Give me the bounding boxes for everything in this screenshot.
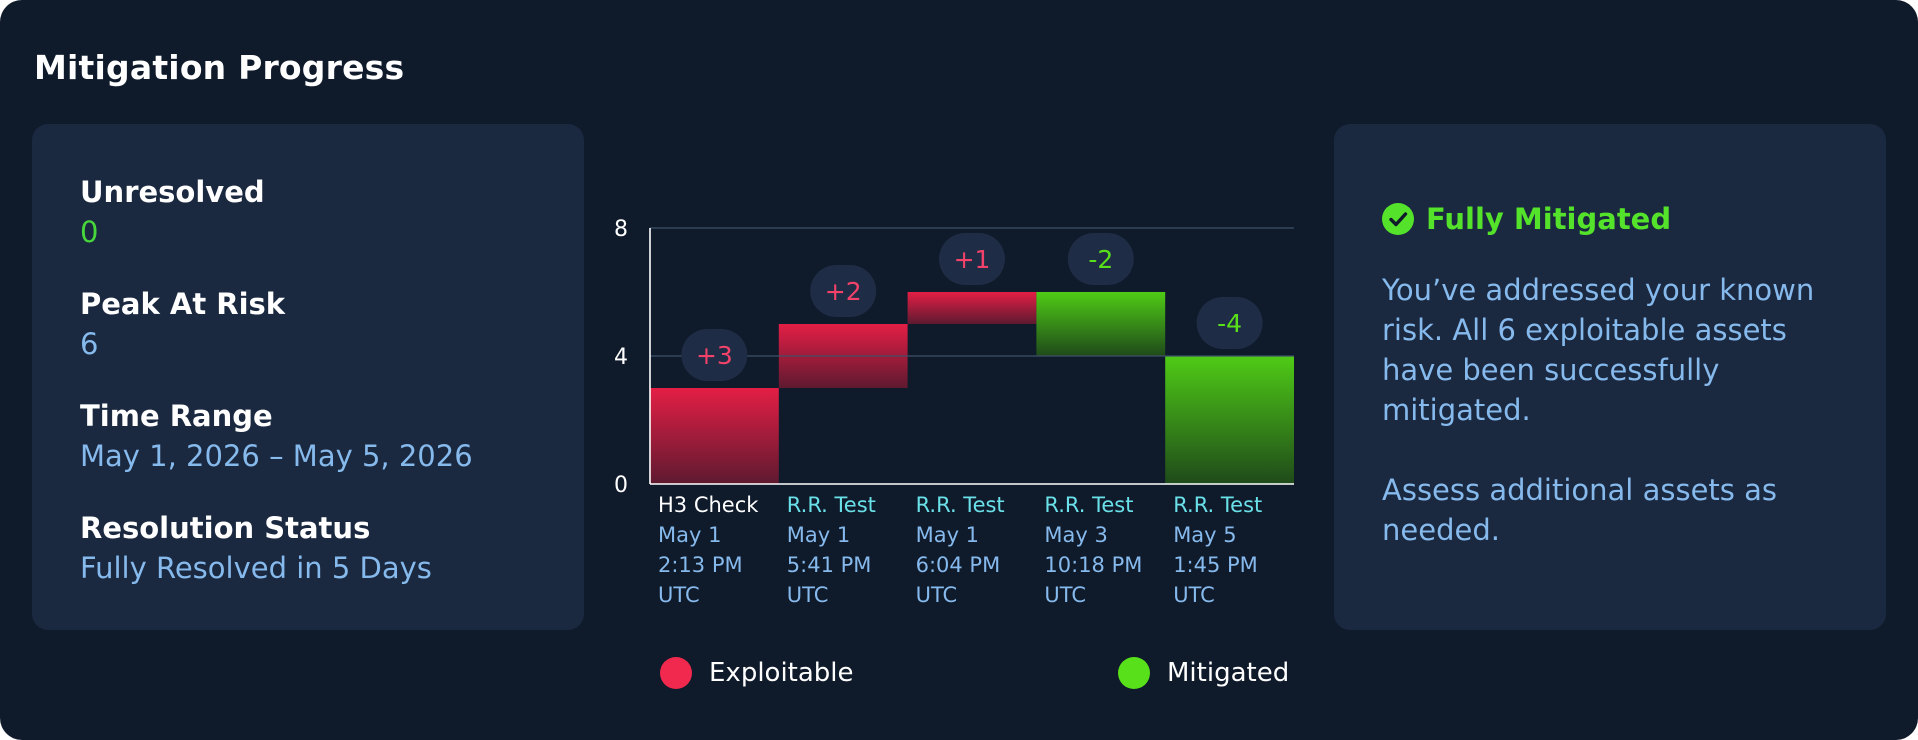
category-time: 10:18 PM [1044,553,1142,577]
category-timezone: UTC [1044,583,1086,607]
category-timezone: UTC [1173,583,1215,607]
stat-label: Time Range [80,399,273,433]
delta-label: +2 [825,277,862,306]
stat-value: Fully Resolved in 5 Days [80,551,432,585]
status-title: Fully Mitigated [1426,202,1672,236]
stat-label: Resolution Status [80,511,371,545]
stat-label: Peak At Risk [80,287,286,321]
legend-item-mitigated: Mitigated [1118,657,1289,689]
y-tick-label: 0 [614,473,628,498]
status-panel: Fully Mitigated You’ve addressed your kn… [1334,124,1886,630]
legend-item-exploitable: Exploitable [660,657,854,689]
exploitable-swatch [660,657,692,689]
category-time: 6:04 PM [916,553,1001,577]
category-timezone: UTC [787,583,829,607]
legend-label: Exploitable [709,658,854,688]
category-date: May 1 [787,523,850,547]
status-description: You’ve addressed your known risk. All 6 … [1382,273,1815,427]
status-heading: Fully Mitigated [1382,202,1671,236]
category-name: H3 Check [658,493,759,517]
category-date: May 3 [1044,523,1107,547]
stat-time-range: Time Range May 1, 2026 – May 5, 2026 [80,398,473,476]
delta-pill [810,265,877,317]
delta-pill [1067,233,1134,285]
waterfall-bar [907,292,1037,324]
stat-resolution-status: Resolution Status Fully Resolved in 5 Da… [80,510,432,588]
category-time: 1:45 PM [1173,553,1258,577]
delta-label: +3 [696,341,733,370]
card-title: Mitigation Progress [34,48,405,87]
delta-label: +1 [954,245,991,274]
legend-label: Mitigated [1167,658,1290,688]
stat-value: 0 [80,215,99,249]
waterfall-bar [1036,292,1166,356]
delta-pill [1196,297,1263,349]
stat-label: Unresolved [80,175,265,209]
category-name: R.R. Test [787,493,876,517]
status-note: Assess additional assets as needed. [1382,473,1777,547]
waterfall-bar [650,388,779,484]
category-time: 2:13 PM [658,553,743,577]
category-name: R.R. Test [916,493,1005,517]
mitigated-swatch [1118,657,1150,689]
category-date: May 1 [916,523,979,547]
category-date: May 1 [658,523,721,547]
category-time: 5:41 PM [787,553,872,577]
delta-label: -4 [1217,309,1242,338]
stat-unresolved: Unresolved 0 [80,174,265,252]
delta-label: -2 [1088,245,1113,274]
delta-pill [939,233,1005,285]
stat-peak-at-risk: Peak At Risk 6 [80,286,285,364]
category-date: May 5 [1173,523,1236,547]
waterfall-bar [1165,356,1294,484]
y-tick-label: 8 [614,217,628,242]
stat-value: 6 [80,327,99,361]
category-name: R.R. Test [1044,493,1133,517]
y-tick-label: 4 [614,345,628,370]
summary-panel: Unresolved 0 Peak At Risk 6 Time Range M… [32,124,584,630]
category-timezone: UTC [658,583,700,607]
category-timezone: UTC [916,583,958,607]
delta-pill [681,329,748,381]
waterfall-chart: 0 4 8 +3 +2 +1 -2 -4 H3 Check May 1 2:13 PM UTC R.R.… [590,190,1330,630]
category-name: R.R. Test [1173,493,1262,517]
check-circle-icon [1382,203,1414,235]
stat-value: May 1, 2026 – May 5, 2026 [80,439,473,473]
chart-canvas: 0 4 8 +3 +2 +1 -2 -4 H3 Check May 1 2:13 PM UTC R.R.… [614,217,1294,607]
